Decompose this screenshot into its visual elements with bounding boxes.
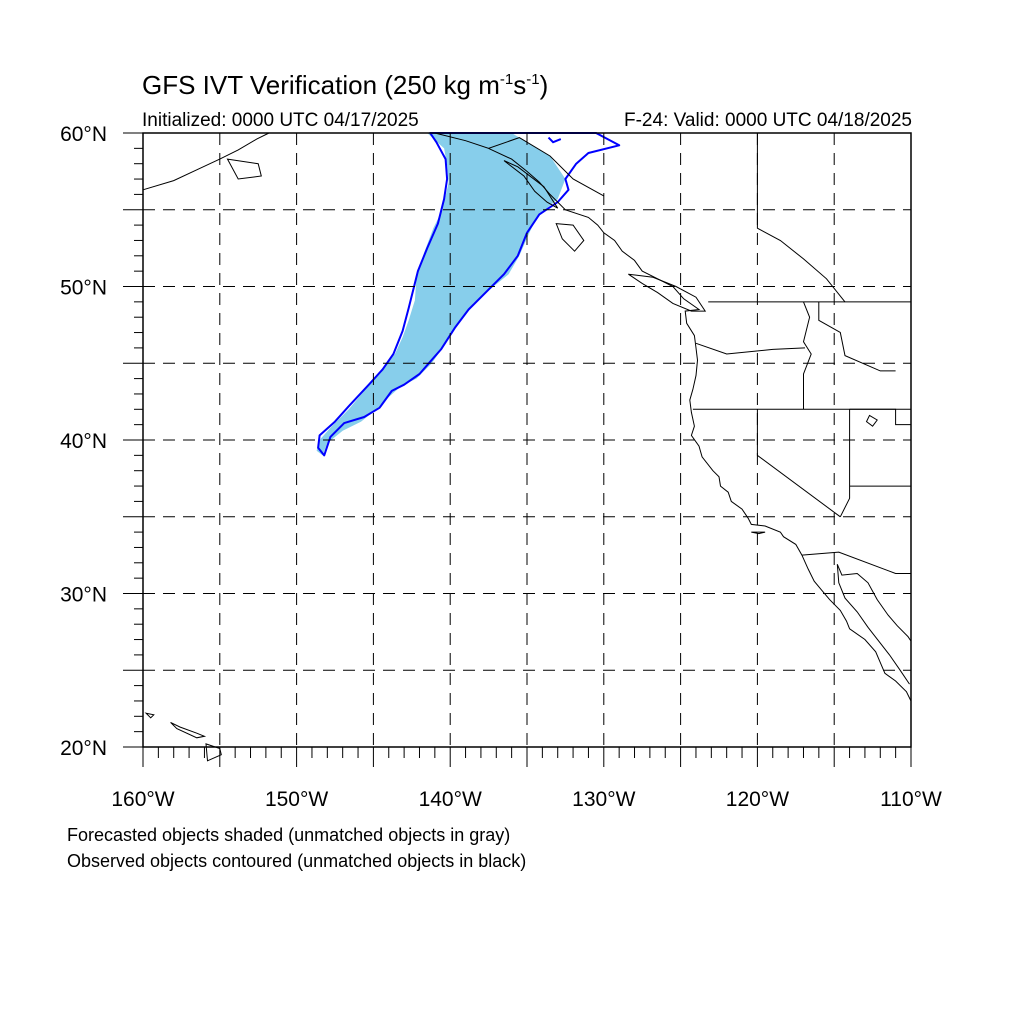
map-frame [142, 132, 912, 748]
chart-title: GFS IVT Verification (250 kg m-1s-1) [142, 70, 549, 100]
baja-inner-coast [836, 564, 910, 685]
vancouver-island [628, 273, 707, 312]
lon-tick-label: 130°W [572, 788, 635, 811]
observed-legend-note: Observed objects contoured (unmatched ob… [67, 851, 527, 871]
lat-tick-label: 40°N [60, 430, 107, 453]
wa-or-border [695, 342, 806, 355]
lon-tick-label: 150°W [265, 788, 328, 811]
gulf-of-california-coast [836, 564, 912, 642]
mexico-border [801, 551, 911, 574]
hawaii-oahu-maui [170, 721, 207, 739]
montana-idaho-border [818, 301, 896, 372]
axis-ticks [123, 132, 912, 767]
kodiak-island [226, 158, 262, 180]
observed-object-lobe [547, 136, 562, 144]
west-coast-coastline [488, 147, 912, 702]
alexander-archipelago [503, 160, 559, 209]
lat-tick-label: 60°N [60, 123, 107, 146]
great-salt-lake [865, 414, 878, 427]
lat-tick-label: 30°N [60, 584, 107, 607]
channel-islands [751, 531, 766, 535]
yukon-bc-border [434, 132, 605, 197]
initialized-time: Initialized: 0000 UTC 04/17/2025 [142, 110, 419, 131]
idaho-west-border [802, 301, 812, 410]
nevada-east-border [839, 409, 851, 518]
lat-lon-gridlines [143, 133, 911, 747]
lon-tick-label: 110°W [880, 788, 942, 811]
hawaii-islands [144, 712, 155, 719]
lat-tick-label: 50°N [60, 277, 107, 300]
haida-gwaii [555, 223, 585, 252]
lon-tick-label: 120°W [726, 788, 789, 811]
bc-alberta-border [756, 133, 846, 303]
lon-tick-label: 160°W [111, 788, 174, 811]
axis-labels: 20°N 30°N 40°N 50°N 60°N 160°W 150°W 140°W 130°W… [60, 123, 942, 811]
forecast-legend-note: Forecasted objects shaded (unmatched obj… [67, 825, 511, 845]
valid-time: F-24: Valid: 0000 UTC 04/18/2025 [624, 110, 912, 131]
lat-tick-label: 20°N [60, 737, 107, 760]
utah-north-border [849, 408, 911, 426]
lon-tick-label: 140°W [419, 788, 482, 811]
